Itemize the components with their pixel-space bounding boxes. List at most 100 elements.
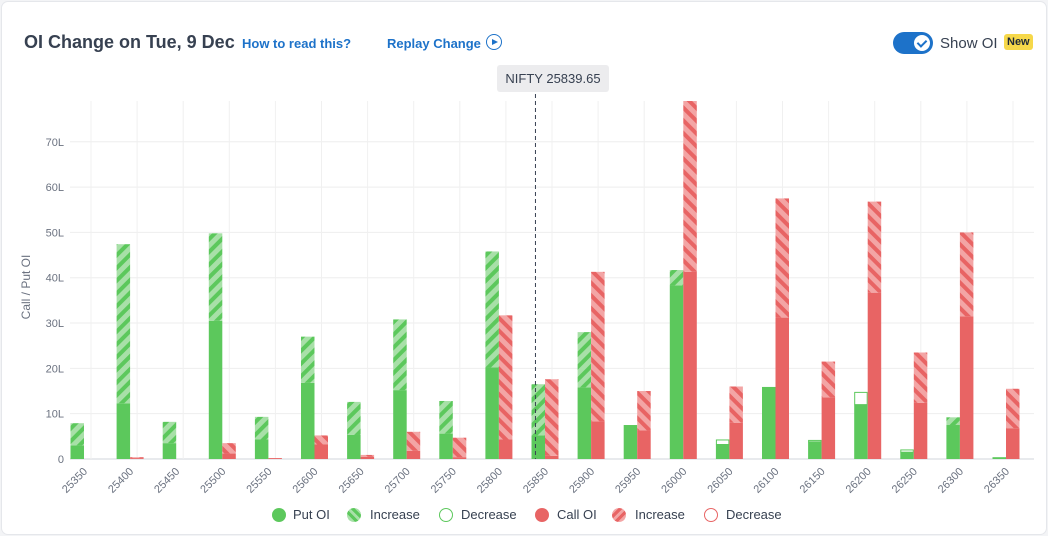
x-tick-label: 26200 (844, 466, 874, 496)
call-increase-bar (498, 315, 513, 440)
call-oi-bar (222, 453, 236, 459)
x-tick-label: 25350 (60, 466, 90, 496)
y-tick-label: 30L (46, 318, 64, 330)
x-tick-label: 26300 (936, 466, 966, 496)
legend-call-oi[interactable]: Call OI (557, 507, 597, 522)
call-oi-bar (775, 317, 789, 459)
put-oi-bar (900, 452, 914, 459)
legend-call-decrease[interactable]: Decrease (726, 507, 782, 522)
x-tick-label: 25600 (291, 466, 321, 496)
call-oi-bar (1006, 428, 1020, 459)
call-oi-bar (452, 457, 467, 459)
call-increase-bar (867, 201, 882, 293)
put-increase-bar (439, 400, 453, 434)
call-oi-bar (498, 439, 513, 459)
play-icon[interactable] (486, 34, 502, 50)
put-oi-bar (623, 425, 638, 459)
put-oi-bar (992, 457, 1006, 459)
put-oi-bar (116, 403, 131, 459)
replay-change-link[interactable]: Replay Change (387, 36, 481, 51)
x-tick-label: 25500 (198, 466, 228, 496)
put-increase-bar (162, 421, 177, 444)
x-tick-label: 25550 (244, 466, 274, 496)
put-oi-bar (439, 433, 453, 459)
x-tick-label: 25950 (613, 466, 643, 496)
call-oi-swatch (535, 508, 549, 522)
put-increase-bar (301, 336, 315, 383)
how-to-read-link[interactable]: How to read this? (242, 36, 352, 51)
call-oi-bar (406, 450, 421, 459)
put-decrease-bar (808, 439, 822, 443)
put-oi-bar (531, 435, 545, 459)
put-oi-bar (347, 434, 361, 459)
call-increase-bar (130, 457, 144, 459)
call-oi-bar (360, 456, 375, 459)
call-increase-bar (775, 198, 789, 318)
chart-legend: Put OI Increase Decrease Call OI Increas… (0, 507, 1048, 525)
put-oi-bar (577, 387, 592, 459)
x-tick-label: 25850 (521, 466, 551, 496)
put-increase-swatch (347, 508, 361, 522)
call-increase-bar (591, 271, 605, 422)
y-tick-label: 10L (46, 409, 64, 421)
call-increase-bar (545, 379, 559, 456)
put-increase-bar (393, 319, 407, 391)
put-decrease-swatch (439, 508, 453, 522)
call-increase-bar (913, 352, 928, 403)
y-axis-label: Call / Put OI (19, 254, 33, 320)
y-tick-label: 60L (46, 182, 64, 194)
put-increase-bar (946, 417, 960, 426)
put-increase-bar (116, 244, 131, 404)
put-oi-bar (393, 390, 407, 459)
call-oi-bar (314, 444, 328, 459)
legend-put-oi[interactable]: Put OI (293, 507, 330, 522)
x-tick-label: 25700 (383, 466, 413, 496)
call-increase-bar (683, 101, 697, 272)
show-oi-toggle[interactable] (893, 32, 933, 54)
call-oi-bar (591, 421, 605, 459)
put-oi-bar (715, 444, 730, 459)
x-tick-label: 25450 (152, 466, 182, 496)
call-oi-bar (729, 422, 743, 459)
put-oi-bar (946, 425, 960, 459)
put-oi-bar (854, 404, 868, 459)
new-badge: New (1004, 34, 1033, 50)
x-tick-label: 26000 (659, 466, 689, 496)
put-oi-bar (254, 439, 269, 459)
call-oi-bar (821, 397, 836, 459)
x-tick-label: 26250 (890, 466, 920, 496)
call-oi-bar (268, 458, 282, 459)
chart-title: OI Change on Tue, 9 Dec (24, 32, 235, 52)
legend-put-increase[interactable]: Increase (370, 507, 420, 522)
call-increase-bar (1006, 388, 1020, 429)
put-oi-bar (485, 367, 499, 459)
put-increase-bar (577, 332, 592, 388)
put-increase-bar (531, 384, 545, 436)
legend-put-decrease[interactable]: Decrease (461, 507, 517, 522)
x-tick-label: 26050 (705, 466, 735, 496)
call-oi-bar (637, 430, 651, 459)
x-tick-label: 26350 (982, 466, 1012, 496)
call-increase-bar (821, 361, 836, 398)
put-increase-bar (485, 251, 499, 368)
legend-call-increase[interactable]: Increase (635, 507, 685, 522)
x-tick-label: 25650 (337, 466, 367, 496)
call-oi-bar (130, 458, 144, 459)
put-decrease-bar (715, 439, 730, 445)
y-tick-label: 70L (46, 137, 64, 149)
call-increase-bar (222, 443, 236, 454)
call-increase-bar (452, 437, 467, 458)
call-increase-bar (637, 391, 651, 431)
put-increase-bar (208, 233, 223, 321)
spot-price-label: NIFTY 25839.65 (497, 65, 609, 92)
x-tick-label: 25750 (429, 466, 459, 496)
call-oi-bar (545, 455, 559, 459)
put-increase-bar (669, 270, 684, 286)
x-tick-label: 26100 (752, 466, 782, 496)
put-oi-bar (208, 320, 223, 459)
y-tick-label: 20L (46, 363, 64, 375)
call-increase-bar (959, 232, 974, 317)
y-tick-label: 50L (46, 227, 64, 239)
put-oi-bar (162, 443, 177, 459)
